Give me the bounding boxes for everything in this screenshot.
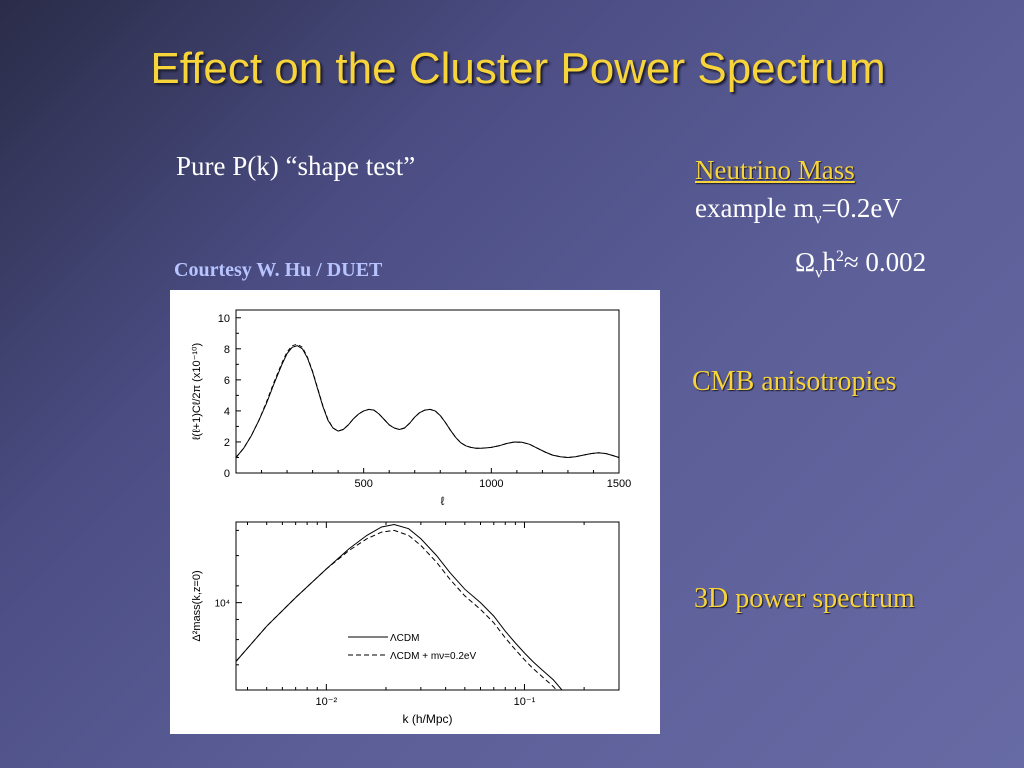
slide-title: Effect on the Cluster Power Spectrum [150, 44, 886, 93]
pk-x-tick-label: 10⁻² [315, 696, 337, 708]
pk-series-line-dashed [236, 529, 557, 690]
neutrino-mass-value: =0.2eV [821, 193, 902, 223]
cmb-x-tick-label: 1500 [607, 478, 631, 490]
figure-panel: 0 2 4 6 8 10 500 1000 1500 ℓ ℓ(ℓ+1)Cℓ/2π (x10⁻¹⁰) 1… [170, 290, 660, 734]
omega-nu-subscript: ν [815, 264, 823, 282]
pk-x-tick-label: 10⁻¹ [514, 696, 536, 708]
cmb-y-tick-label: 10 [218, 313, 230, 325]
power-spectrum-label: 3D power spectrum [694, 583, 915, 614]
neutrino-example-line: example mν=0.2eV [695, 189, 926, 238]
courtesy-credit: Courtesy W. Hu / DUET [174, 259, 383, 281]
cmb-x-tick-label: 1000 [479, 478, 503, 490]
cmb-x-tick-label: 500 [354, 478, 372, 490]
cmb-x-axis-label: ℓ [441, 494, 445, 508]
cmb-plot-frame [235, 309, 620, 474]
cmb-y-tick-label: 8 [224, 344, 230, 356]
pk-y-tick-label: 10⁴ [215, 599, 230, 610]
shape-test-heading: Pure P(k) “shape test” [176, 151, 416, 181]
cmb-anisotropies-label: CMB anisotropies [692, 366, 897, 397]
omega-symbol: Ω [795, 247, 816, 278]
omega-nu-value: ≈ 0.002 [843, 247, 927, 278]
pk-y-axis-label: Δ²mass(k,z=0) [191, 570, 203, 641]
pk-x-axis-label: k (h/Mpc) [402, 712, 452, 726]
h-squared-sup: 2 [835, 248, 844, 266]
nu-subscript: ν [814, 210, 822, 228]
cmb-series-line-dashed [235, 343, 620, 459]
cmb-y-tick-label: 6 [224, 375, 230, 387]
neutrino-mass-block: Neutrino Mass example mν=0.2eV Ωνh2≈ 0.0… [695, 151, 926, 293]
cmb-y-tick-label: 2 [224, 437, 230, 449]
cmb-y-tick-label: 4 [224, 406, 230, 418]
h-symbol: h [822, 247, 836, 278]
omega-nu-line: Ωνh2≈ 0.002 [695, 238, 926, 292]
legend-label-lcdm: ΛCDM [390, 633, 419, 644]
neutrino-example-text: example m [695, 193, 815, 223]
pk-plot-frame [235, 521, 620, 691]
cmb-series-line-solid [235, 345, 620, 459]
legend-label-lcdm-mnu: ΛCDM + mν=0.2eV [390, 651, 476, 662]
figure-svg: 0 2 4 6 8 10 500 1000 1500 ℓ ℓ(ℓ+1)Cℓ/2π (x10⁻¹⁰) 1… [191, 309, 631, 726]
cmb-y-axis-label: ℓ(ℓ+1)Cℓ/2π (x10⁻¹⁰) [191, 343, 203, 440]
cmb-y-tick-label: 0 [224, 468, 230, 480]
neutrino-mass-heading: Neutrino Mass [695, 155, 855, 185]
pk-series-line-solid [236, 523, 563, 690]
